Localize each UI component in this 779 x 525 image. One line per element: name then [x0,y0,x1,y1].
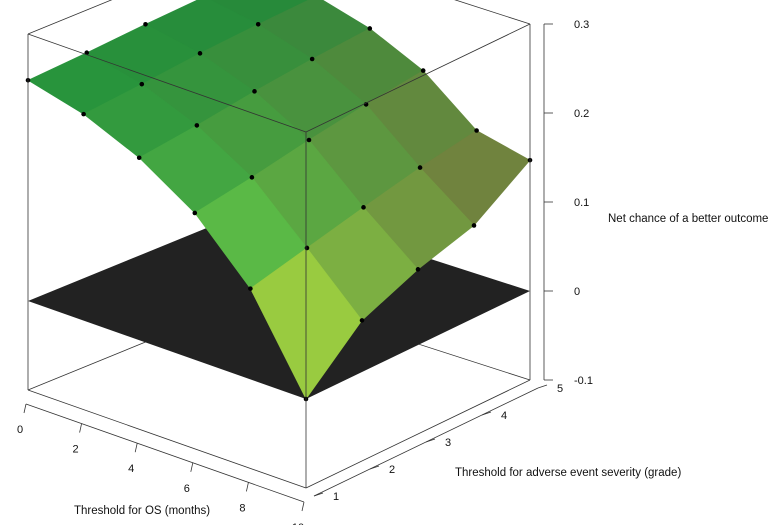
data-point [359,318,365,323]
data-point [306,137,312,143]
y-tick-label: 4 [501,410,507,422]
data-point [420,68,426,73]
data-point [252,89,257,94]
z-tick-label: 0.3 [574,19,589,31]
x-tick-label: 6 [184,483,190,495]
box-edge [27,33,307,133]
data-point [471,223,477,228]
data-point [84,50,90,56]
data-point [309,56,315,62]
x-tick-label: 0 [17,424,23,436]
data-point [248,286,253,291]
y-tick-label: 5 [557,383,563,395]
data-point [197,51,203,56]
data-point [81,111,86,117]
data-point [415,267,421,272]
data-point [255,22,261,27]
y-tick [425,438,436,443]
x-tick [190,462,194,472]
z-axis-title: Net chance of a better outcome [608,213,768,225]
box-edge [305,23,531,133]
y-tick-label: 1 [333,491,339,503]
x-axis-line [25,403,305,503]
y-axis: 1 2 3 4 5 [313,383,563,503]
z-tick-label: 0.1 [574,197,589,209]
x-tick [246,482,249,492]
x-tick-label: 10 [292,522,304,525]
box-front-edges [27,23,531,489]
x-tick-label: 2 [73,444,79,456]
x-axis-title: Threshold for OS (months) [74,505,210,517]
box-edge [27,0,113,35]
data-point [249,175,255,180]
z-tick-label: -0.1 [574,375,593,387]
data-point [194,123,200,128]
x-tick [134,443,138,453]
z-tick-label: 0 [574,286,580,298]
data-point [136,155,142,161]
y-tick [313,492,324,497]
data-point [143,21,148,27]
data-point [192,210,198,216]
x-tick [79,423,82,433]
z-axis: -0.1 0 0.1 0.2 0.3 [543,19,593,387]
surface [27,0,531,400]
data-point [474,128,479,133]
y-tick-label: 2 [389,464,395,476]
x-tick-label: 4 [128,463,134,475]
x-tick [301,501,305,512]
z-tick-label: 0.2 [574,108,589,120]
y-tick [481,411,492,416]
box-edge [305,379,531,489]
y-tick [369,465,380,470]
data-point [361,205,366,210]
x-tick-label: 8 [239,502,245,514]
y-axis-title: Threshold for adverse event severity (gr… [455,467,681,479]
box-edge [454,0,531,25]
data-point [304,245,310,251]
data-point [367,26,373,31]
data-point [139,81,145,87]
x-tick [23,403,27,414]
y-tick-label: 3 [445,437,451,449]
data-point [417,165,423,170]
box-edge [27,389,307,489]
y-tick [537,384,548,389]
x-axis: 0 2 4 6 8 10 [17,403,305,525]
